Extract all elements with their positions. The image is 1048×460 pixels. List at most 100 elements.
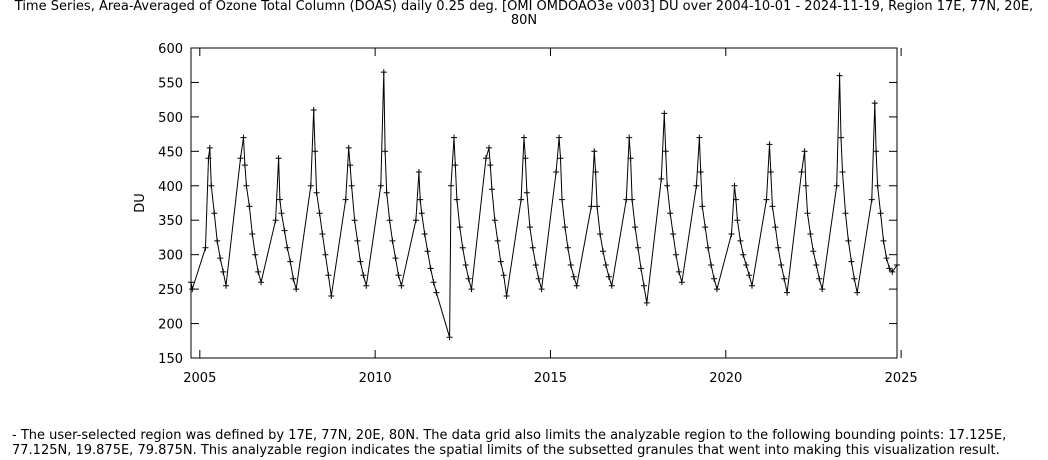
data-point xyxy=(448,182,454,189)
y-tick-label: 400 xyxy=(158,180,183,195)
x-tick-label: 2010 xyxy=(359,371,392,386)
data-point xyxy=(749,282,755,289)
data-point xyxy=(488,186,495,193)
data-point xyxy=(810,248,817,255)
data-point xyxy=(871,100,878,107)
data-point xyxy=(836,72,843,79)
data-point xyxy=(714,286,720,293)
data-point xyxy=(240,134,247,141)
data-point xyxy=(494,237,501,244)
data-point xyxy=(854,289,861,296)
data-point xyxy=(813,262,820,268)
data-point xyxy=(272,217,279,224)
data-point xyxy=(693,182,700,189)
data-point xyxy=(392,255,399,262)
data-point xyxy=(188,279,194,286)
data-point xyxy=(640,282,647,289)
data-point xyxy=(781,275,788,282)
data-point xyxy=(734,217,741,224)
data-point xyxy=(328,293,335,299)
data-point xyxy=(312,148,319,155)
data-point xyxy=(702,224,709,231)
data-point xyxy=(833,182,840,189)
data-point xyxy=(518,196,525,203)
data-point xyxy=(801,148,808,155)
data-point xyxy=(206,144,213,151)
data-point xyxy=(807,231,814,237)
data-point xyxy=(670,231,677,237)
data-point xyxy=(816,275,823,282)
data-point xyxy=(487,162,494,169)
data-point xyxy=(839,169,846,175)
data-point xyxy=(699,203,706,210)
data-point xyxy=(284,244,291,251)
data-point xyxy=(667,210,674,217)
y-tick-label: 550 xyxy=(158,76,183,91)
data-point xyxy=(398,282,405,289)
data-point xyxy=(252,251,259,258)
data-point xyxy=(456,224,463,231)
data-point xyxy=(293,286,300,293)
data-point xyxy=(608,282,615,289)
data-point xyxy=(662,148,669,155)
data-point xyxy=(453,196,460,203)
data-point xyxy=(319,231,326,237)
x-axis: 2005 2010 2015 2020 2025 xyxy=(183,48,918,386)
data-point xyxy=(697,169,704,175)
data-point xyxy=(462,262,469,268)
data-point xyxy=(894,262,900,268)
data-point xyxy=(842,210,849,217)
footnote: - The user-selected region was defined b… xyxy=(12,428,1007,458)
data-point xyxy=(377,182,384,189)
data-point xyxy=(363,282,370,289)
data-point xyxy=(635,244,641,251)
data-point xyxy=(503,293,510,299)
data-point xyxy=(433,289,440,296)
data-point xyxy=(597,231,604,237)
data-point xyxy=(417,196,424,203)
data-point xyxy=(623,196,630,203)
data-point xyxy=(798,169,805,175)
data-point xyxy=(237,155,244,162)
data-point xyxy=(214,237,221,244)
data-point xyxy=(307,182,314,189)
data-point xyxy=(521,134,527,141)
data-point xyxy=(743,262,750,268)
data-point xyxy=(342,196,349,203)
data-point xyxy=(605,273,612,280)
data-point xyxy=(395,272,402,279)
data-point xyxy=(382,148,389,155)
data-point xyxy=(592,169,599,175)
data-point xyxy=(886,265,893,272)
data-point xyxy=(559,196,565,203)
data-point xyxy=(497,258,504,265)
data-point xyxy=(728,231,735,237)
data-point xyxy=(430,279,437,286)
data-point xyxy=(491,217,498,224)
y-tick-label: 300 xyxy=(158,249,183,264)
data-point xyxy=(746,272,753,279)
data-point xyxy=(883,255,890,262)
data-point xyxy=(626,134,633,141)
data-point xyxy=(522,155,529,162)
data-point xyxy=(241,162,248,169)
data-point xyxy=(202,244,209,251)
x-tick-label: 2005 xyxy=(183,371,216,386)
data-point xyxy=(553,169,560,175)
data-point xyxy=(345,144,352,151)
data-point xyxy=(322,251,329,258)
data-point xyxy=(208,182,215,189)
data-point xyxy=(731,182,738,189)
data-point xyxy=(802,182,809,189)
data-point xyxy=(223,282,229,289)
data-point xyxy=(567,262,574,268)
data-point xyxy=(446,334,453,341)
data-point xyxy=(784,289,791,296)
data-point xyxy=(573,282,580,289)
data-point xyxy=(243,182,250,189)
data-point xyxy=(838,134,844,141)
data-point xyxy=(848,258,855,265)
data-point xyxy=(351,217,358,224)
data-point xyxy=(763,196,770,203)
